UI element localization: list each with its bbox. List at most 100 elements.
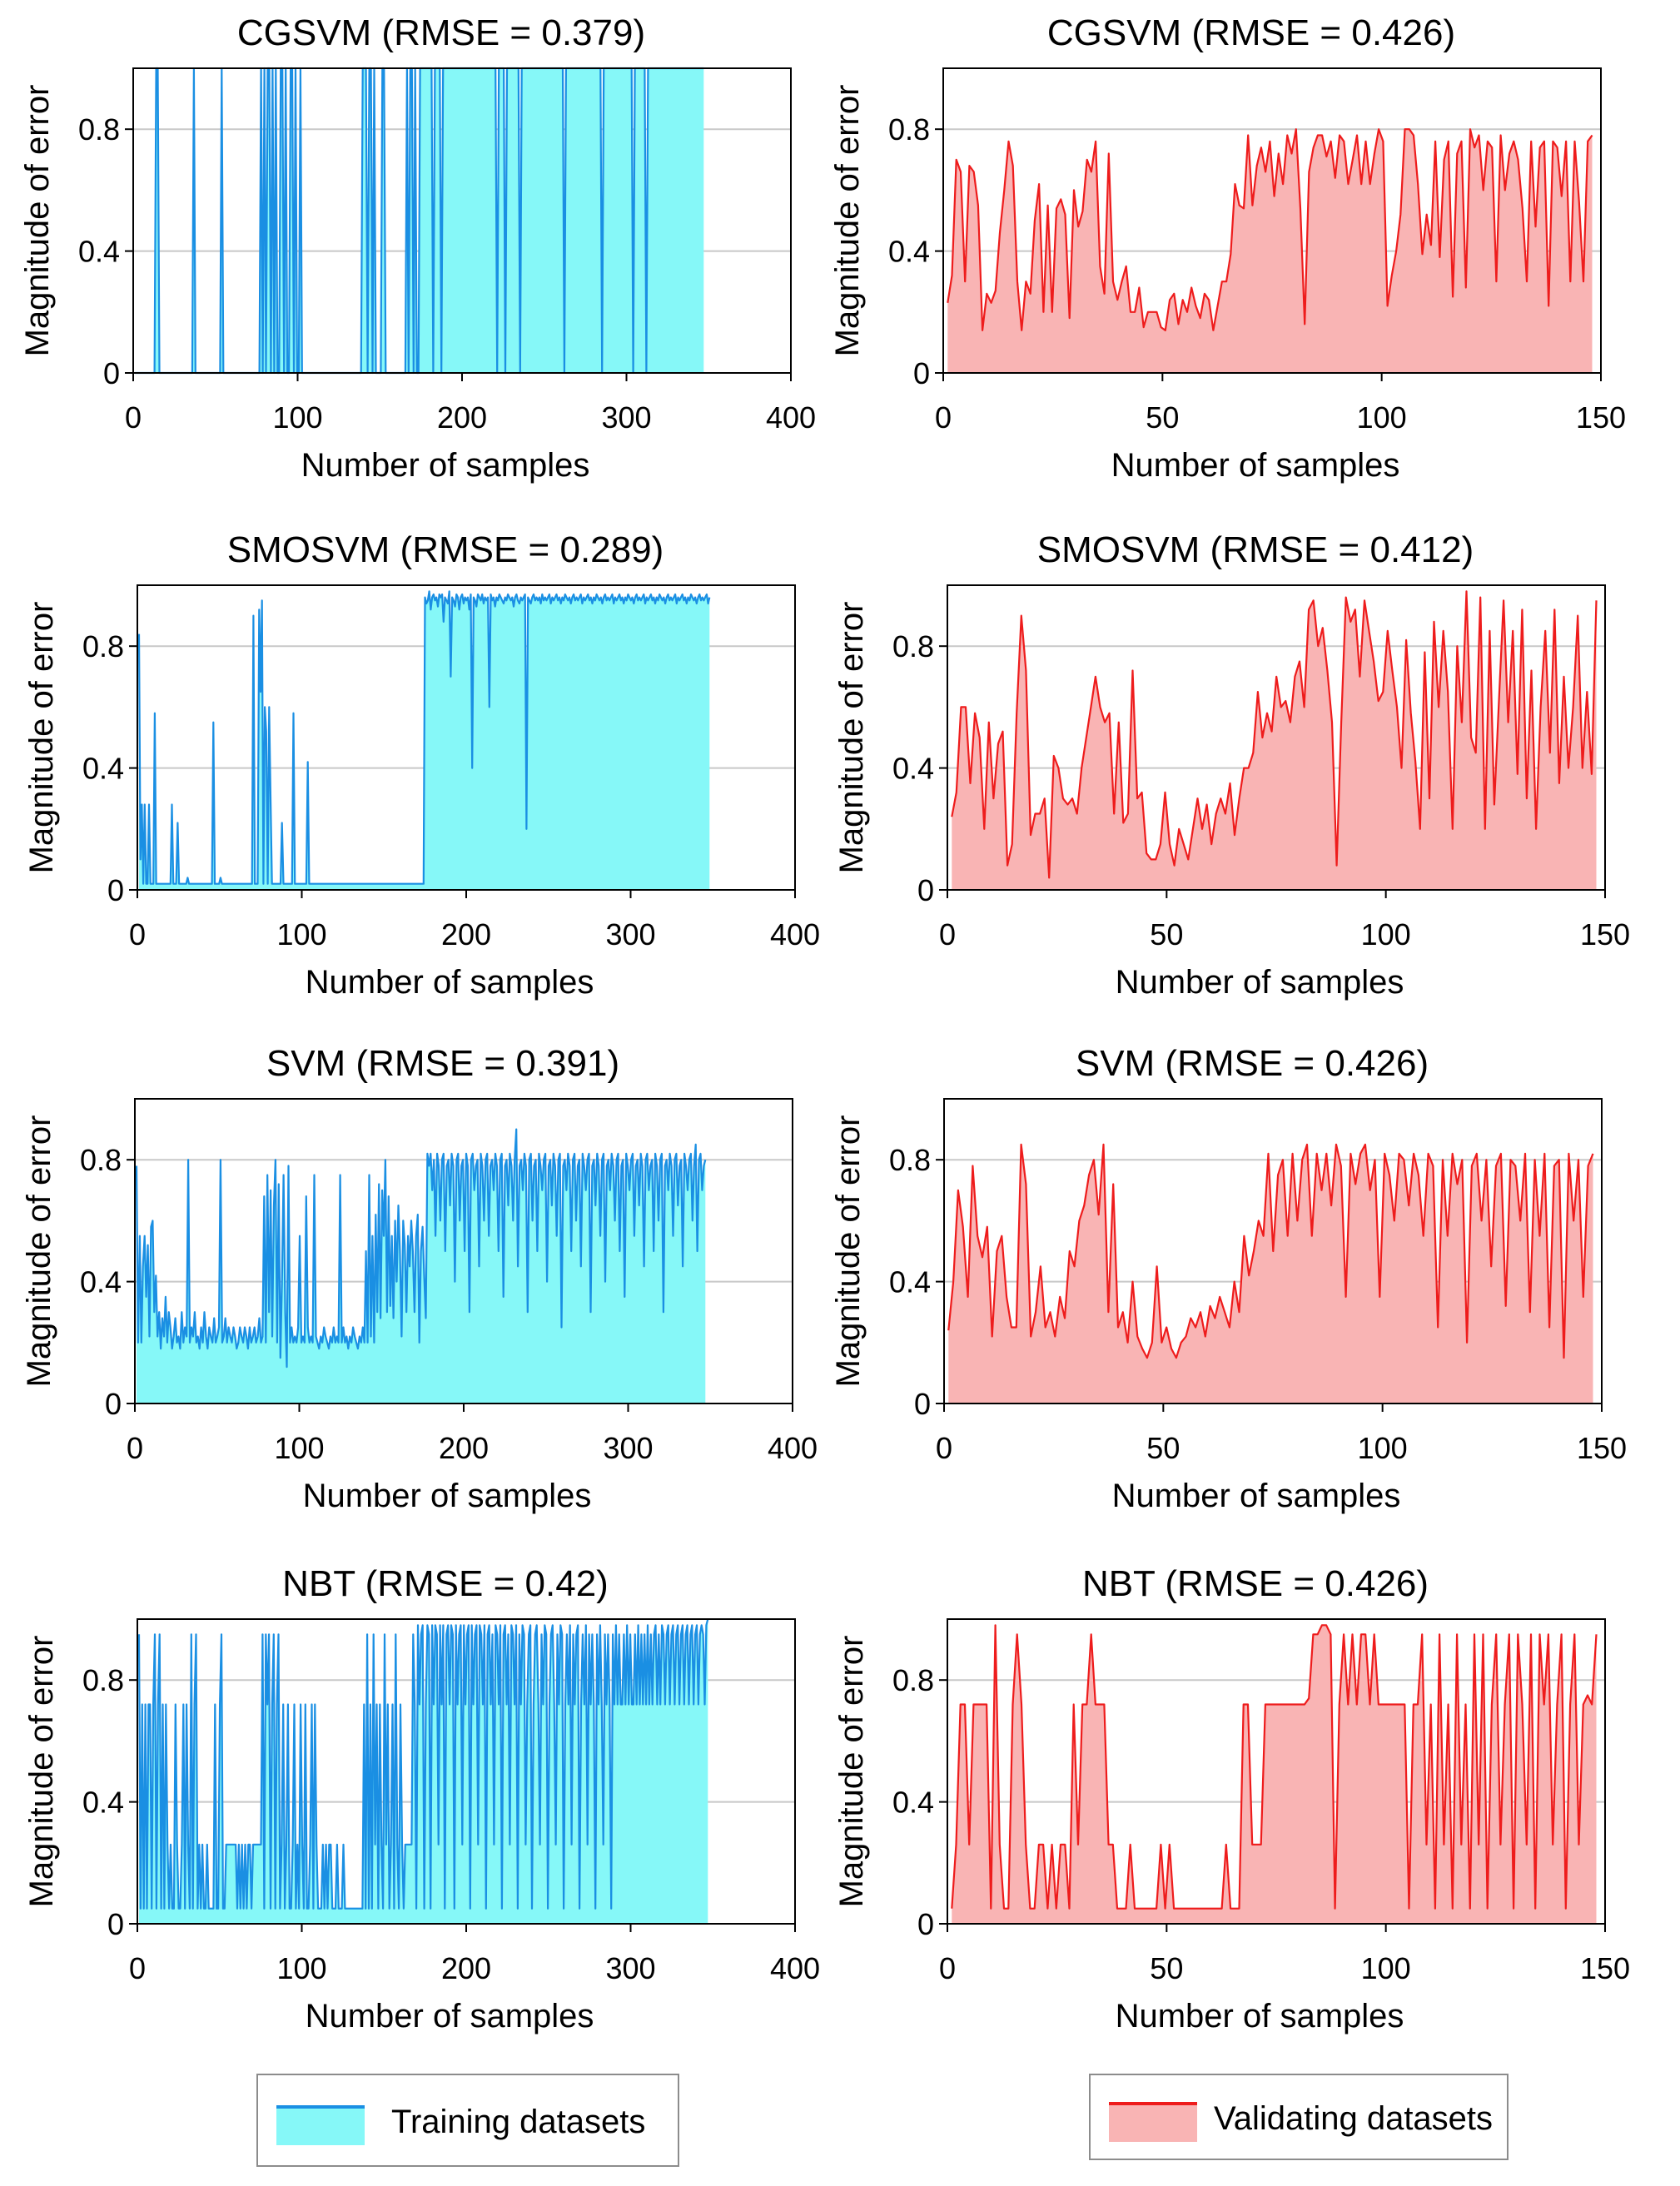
chart8-plot-frame [947, 1618, 1606, 1925]
chart5-series-line [135, 1128, 707, 1369]
chart7-ylabel: Magnitude of error [23, 1636, 60, 1908]
chart6-ytick-label-1: 0.4 [889, 1265, 931, 1299]
chart5-xtick-label-1: 100 [274, 1431, 324, 1465]
chart8-ylabel: Magnitude of error [833, 1636, 870, 1908]
chart4-xtick-label-1: 50 [1150, 917, 1183, 951]
chart5-ytick-label-2: 0.8 [80, 1143, 122, 1177]
chart7-title: NBT (RMSE = 0.42) [282, 1563, 609, 1604]
chart2-xlabel: Number of samples [1111, 447, 1400, 484]
chart2-area-fill [947, 129, 1593, 373]
chart4-ytick-label-1: 0.4 [892, 752, 934, 786]
legend-training-swatch [276, 2105, 365, 2145]
chart8-xtick-label-1: 50 [1150, 1951, 1183, 1985]
chart3-series-line [137, 590, 711, 885]
chart3-xtick-label-0: 0 [129, 917, 146, 951]
chart3-ytick-label-1: 0.4 [82, 752, 124, 786]
chart6-xlabel: Number of samples [1112, 1478, 1401, 1514]
chart2-xtick-label-2: 100 [1357, 400, 1407, 435]
chart2-title: CGSVM (RMSE = 0.426) [1047, 12, 1455, 53]
chart4-ytick-label-0: 0 [917, 873, 934, 907]
chart6-ytick-label-2: 0.8 [889, 1143, 931, 1177]
chart6-xtick-label-2: 100 [1358, 1431, 1408, 1465]
chart3-xtick-label-2: 200 [441, 917, 491, 951]
chart4-xtick-label-0: 0 [939, 917, 956, 951]
chart8-xlabel: Number of samples [1116, 1998, 1404, 2034]
chart8-xtick-label-2: 100 [1361, 1951, 1411, 1985]
chart5-xlabel: Number of samples [303, 1478, 592, 1514]
chart2-plot-frame [942, 67, 1602, 374]
chart7-xtick-label-0: 0 [129, 1951, 146, 1985]
chart8-xtick-label-0: 0 [939, 1951, 956, 1985]
chart2-ytick-label-2: 0.8 [888, 112, 930, 147]
chart2-xtick-label-1: 50 [1146, 400, 1179, 435]
chart3-xlabel: Number of samples [306, 964, 594, 1001]
chart7-xtick-label-2: 200 [441, 1951, 491, 1985]
chart4-xlabel: Number of samples [1116, 964, 1404, 1001]
chart2-ytick-label-1: 0.4 [888, 235, 930, 269]
chart4-area-fill [952, 591, 1597, 890]
chart5-xtick-label-2: 200 [439, 1431, 489, 1465]
chart8-ytick-label-1: 0.4 [892, 1786, 934, 1820]
chart1-ytick-label-2: 0.8 [78, 112, 120, 147]
chart7-ytick-label-2: 0.8 [82, 1663, 124, 1697]
chart5-ylabel: Magnitude of error [21, 1115, 57, 1388]
chart6-plot-frame [943, 1098, 1603, 1404]
chart8-ytick-label-0: 0 [917, 1907, 934, 1941]
chart2-xtick-label-3: 150 [1576, 400, 1626, 435]
chart1-xtick-label-1: 100 [272, 400, 322, 435]
chart5-ytick-label-1: 0.4 [80, 1265, 122, 1299]
chart4-xtick-label-3: 150 [1580, 917, 1630, 951]
chart3-xtick-label-1: 100 [276, 917, 326, 951]
legend-validating: Validating datasets [1089, 2074, 1509, 2160]
chart3-ytick-label-2: 0.8 [82, 629, 124, 663]
chart1-xtick-label-0: 0 [125, 400, 142, 435]
chart8-title: NBT (RMSE = 0.426) [1082, 1563, 1429, 1604]
chart7-xlabel: Number of samples [306, 1998, 594, 2034]
chart2-ylabel: Magnitude of error [829, 85, 866, 357]
chart4-xtick-label-2: 100 [1361, 917, 1411, 951]
chart4-series-line [951, 590, 1598, 879]
chart3-xtick-label-3: 300 [605, 917, 655, 951]
chart6-series-line [947, 1143, 1594, 1359]
legend-validating-label: Validating datasets [1214, 2100, 1494, 2137]
chart2-series-line [947, 128, 1593, 331]
chart8-ytick-label-2: 0.8 [892, 1663, 934, 1697]
chart6-title: SVM (RMSE = 0.426) [1076, 1043, 1429, 1084]
chart6-ytick-label-0: 0 [914, 1387, 931, 1421]
chart6-xtick-label-1: 50 [1146, 1431, 1180, 1465]
chart7-ytick-label-1: 0.4 [82, 1786, 124, 1820]
chart1-area-fill [135, 68, 704, 373]
chart2-ytick-label-0: 0 [913, 356, 930, 390]
chart5-ytick-label-0: 0 [105, 1387, 122, 1421]
chart1-ytick-label-1: 0.4 [78, 235, 120, 269]
chart5-xtick-label-0: 0 [127, 1431, 143, 1465]
chart3-ytick-label-0: 0 [107, 873, 124, 907]
chart1-xtick-label-2: 200 [437, 400, 487, 435]
chart5-title: SVM (RMSE = 0.391) [266, 1043, 619, 1084]
chart7-xtick-label-3: 300 [605, 1951, 655, 1985]
chart7-ytick-label-0: 0 [107, 1907, 124, 1941]
chart3-ylabel: Magnitude of error [23, 602, 60, 874]
chart3-title: SMOSVM (RMSE = 0.289) [227, 529, 664, 570]
chart7-series-line [137, 1618, 709, 1910]
chart4-ytick-label-2: 0.8 [892, 629, 934, 663]
chart1-ytick-label-0: 0 [103, 356, 120, 390]
legend-training: Training datasets [256, 2074, 679, 2167]
chart1-title: CGSVM (RMSE = 0.379) [237, 12, 645, 53]
chart1-ylabel: Magnitude of error [19, 85, 56, 357]
chart6-xtick-label-3: 150 [1577, 1431, 1627, 1465]
chart1-xtick-label-3: 300 [601, 400, 651, 435]
chart7-xtick-label-4: 400 [770, 1951, 820, 1985]
chart4-title: SMOSVM (RMSE = 0.412) [1037, 529, 1474, 570]
chart2-xtick-label-0: 0 [935, 400, 952, 435]
chart5-xtick-label-4: 400 [768, 1431, 818, 1465]
chart6-area-fill [948, 1144, 1593, 1404]
chart6-ylabel: Magnitude of error [830, 1115, 867, 1388]
chart4-ylabel: Magnitude of error [833, 602, 870, 874]
chart8-series-line [951, 1624, 1598, 1910]
chart1-xlabel: Number of samples [301, 447, 590, 484]
chart8-xtick-label-3: 150 [1580, 1951, 1630, 1985]
chart5-xtick-label-3: 300 [603, 1431, 653, 1465]
